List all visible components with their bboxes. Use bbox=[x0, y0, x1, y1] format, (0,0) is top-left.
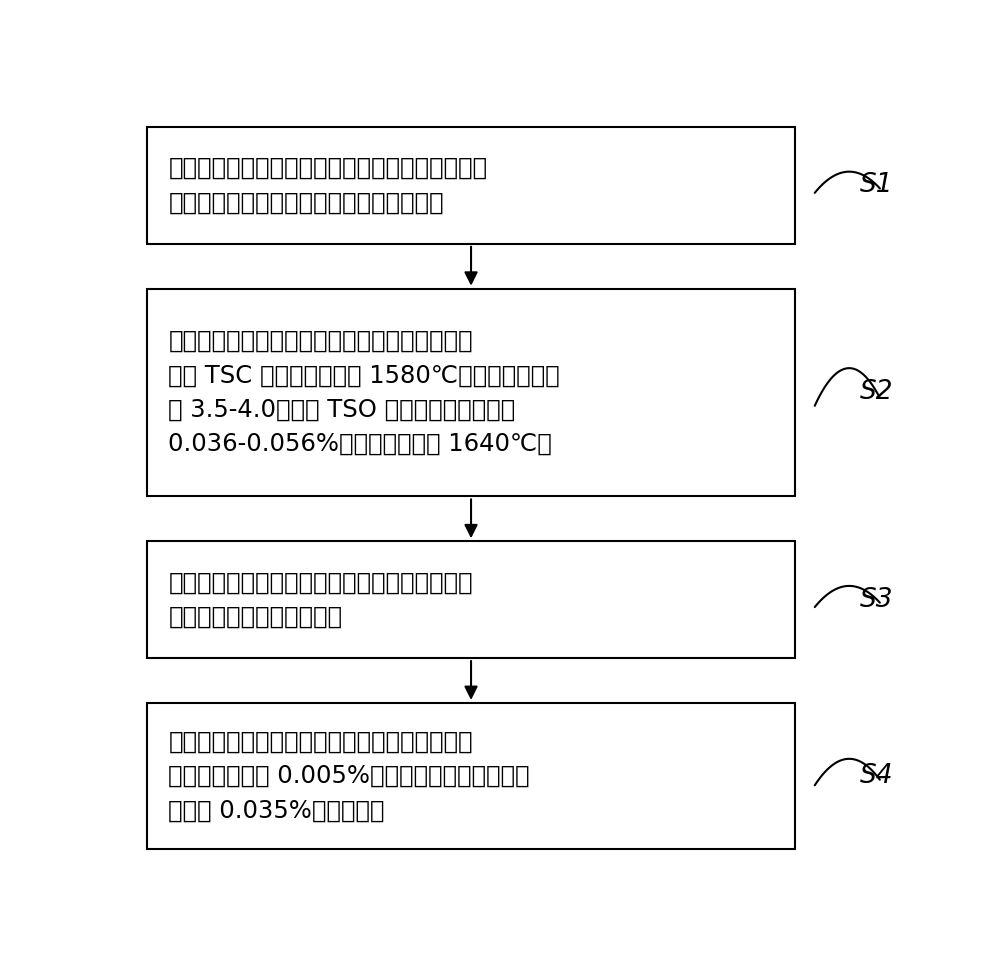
Text: S2: S2 bbox=[860, 379, 893, 406]
Text: S1: S1 bbox=[860, 172, 893, 198]
Text: 转炉下枪开吹时，加入部分造渣料，调节氧枪至液
面之间的距离，控制氧气流量和底吹流量；: 转炉下枪开吹时，加入部分造渣料，调节氧枪至液 面之间的距离，控制氧气流量和底吹流… bbox=[168, 156, 487, 215]
FancyBboxPatch shape bbox=[147, 541, 795, 659]
FancyBboxPatch shape bbox=[147, 126, 795, 244]
Text: 吹炼结束后增大底吹流量，出钢前控制搅拌，钢
液中碳含量降低 0.005%及以上，测定出钢碳控制
范围在 0.035%以下出钢。: 吹炼结束后增大底吹流量，出钢前控制搅拌，钢 液中碳含量降低 0.005%及以上，… bbox=[168, 729, 530, 822]
Text: 吹炼末期：再次调节枪位至液面之间的距离，控
制氧气流量在和底吹流量；: 吹炼末期：再次调节枪位至液面之间的距离，控 制氧气流量在和底吹流量； bbox=[168, 570, 473, 629]
FancyBboxPatch shape bbox=[147, 288, 795, 497]
Text: S4: S4 bbox=[860, 763, 893, 789]
FancyBboxPatch shape bbox=[147, 703, 795, 849]
Text: 吹炼过程中：分阶段加入剩余造渣料和冷却剂，
控制 TSC 时期温度不大于 1580℃，终点炉渣碱度
在 3.5-4.0，终点 TSO 测定碳的控制范围在
0.0: 吹炼过程中：分阶段加入剩余造渣料和冷却剂， 控制 TSC 时期温度不大于 158… bbox=[168, 329, 560, 456]
Text: S3: S3 bbox=[860, 587, 893, 612]
